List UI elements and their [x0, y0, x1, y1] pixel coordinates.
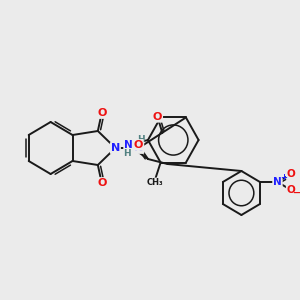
Text: O: O	[134, 140, 143, 150]
Text: H: H	[123, 149, 130, 158]
Text: CH₃: CH₃	[146, 178, 163, 187]
Text: O: O	[153, 112, 162, 122]
Text: N: N	[273, 177, 282, 187]
Text: N: N	[134, 143, 143, 153]
Text: O: O	[287, 185, 296, 195]
Text: +: +	[280, 172, 287, 182]
Text: O: O	[97, 178, 106, 188]
Text: O: O	[287, 169, 296, 179]
Text: −: −	[293, 188, 300, 198]
Text: O: O	[97, 108, 106, 118]
Text: N: N	[111, 143, 120, 153]
Text: H: H	[137, 134, 145, 143]
Text: N: N	[124, 140, 133, 150]
